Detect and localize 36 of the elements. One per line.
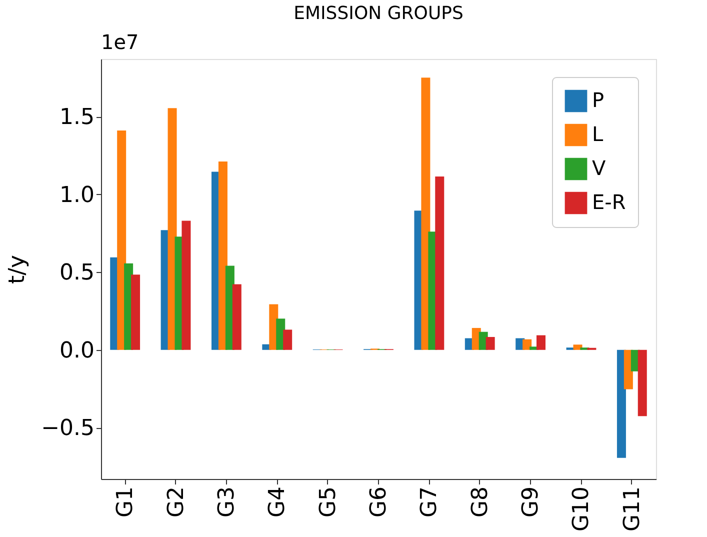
- bar: [638, 350, 647, 416]
- bar: [218, 162, 228, 350]
- bar: [616, 350, 626, 458]
- bar: [522, 339, 532, 350]
- y-tick-label: −0.5: [41, 416, 94, 442]
- x-tick-label: G2: [164, 486, 189, 518]
- legend-label: V: [592, 156, 606, 180]
- y-tick-label: 1.5: [60, 105, 94, 130]
- x-tick-label: G7: [417, 486, 442, 518]
- bar: [232, 284, 242, 350]
- x-tick-label: G1: [113, 486, 138, 518]
- x-tick-label: G11: [620, 486, 645, 532]
- y-axis-title: t/y: [5, 254, 30, 284]
- y-tick-label: 0.0: [60, 338, 94, 364]
- x-tick-label: G6: [366, 486, 392, 518]
- y-tick-label: 0.5: [60, 260, 94, 286]
- bar: [486, 336, 495, 350]
- bar: [421, 78, 430, 350]
- x-tick-label: G9: [518, 486, 544, 518]
- text: 1e7: [101, 30, 139, 54]
- x-tick-label: G3: [214, 486, 240, 518]
- x-tick-label: G4: [265, 486, 290, 518]
- x-tick-label: G8: [468, 486, 493, 518]
- bar: [435, 176, 444, 350]
- x-tick-label: G5: [316, 486, 341, 518]
- legend-label: L: [592, 122, 604, 146]
- x-tick-label: G10: [569, 486, 594, 532]
- bar: [283, 330, 292, 350]
- chart-title: EMISSION GROUPS: [294, 3, 464, 24]
- bar: [117, 130, 126, 350]
- y-tick-label: 1.0: [60, 182, 94, 208]
- legend-label: P: [592, 88, 604, 112]
- bar: [131, 274, 140, 350]
- bar: [182, 220, 191, 350]
- legend-label: E-R: [592, 190, 626, 214]
- bar: [536, 335, 546, 350]
